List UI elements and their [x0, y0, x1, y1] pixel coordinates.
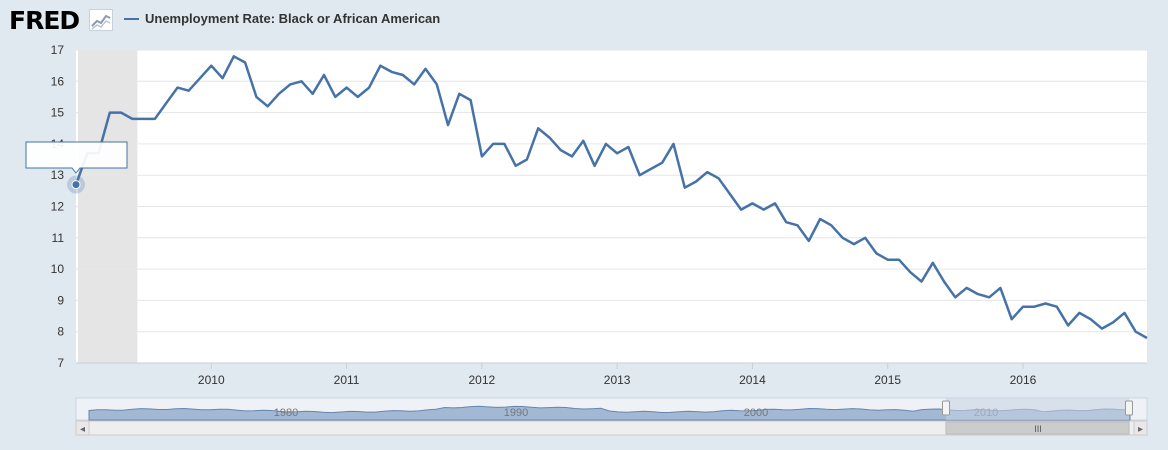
y-tick-label: 10 — [51, 262, 65, 276]
navigator-year-label: 1980 — [274, 407, 298, 419]
navigator-handle[interactable] — [1125, 400, 1133, 416]
navigator-selection — [946, 398, 1129, 420]
chart-header: FRED Unemployment Rate: Black or African… — [0, 0, 1168, 40]
legend-series-swatch — [124, 18, 139, 20]
scroll-left-button[interactable] — [75, 420, 90, 436]
y-tick-label: 9 — [57, 293, 64, 307]
x-tick-label: 2014 — [739, 373, 766, 387]
series-line — [74, 55, 1148, 340]
x-tick-label: 2011 — [334, 373, 360, 387]
data-point-marker — [71, 180, 81, 190]
x-tick-label: 2012 — [469, 373, 496, 387]
fred-logo[interactable]: FRED — [9, 6, 80, 35]
x-tick-label: 2013 — [604, 373, 631, 387]
scrollbar-grip-icon: III — [1034, 424, 1042, 434]
x-tick-label: 2015 — [874, 373, 901, 387]
scroll-right-button[interactable] — [1133, 420, 1148, 436]
scroll-right-arrow-icon: ▸ — [1138, 424, 1143, 435]
navigator-year-label: 1990 — [504, 407, 528, 419]
y-tick-label: 7 — [57, 356, 64, 370]
y-tick-label: 15 — [51, 106, 65, 120]
x-tick-label: 2010 — [198, 373, 225, 387]
series-title[interactable]: Unemployment Rate: Black or African Amer… — [145, 11, 441, 26]
y-tick-label: 13 — [51, 168, 65, 182]
y-tick-label: 17 — [51, 43, 65, 57]
fred-graph-icon — [89, 9, 113, 31]
tooltip-box — [25, 141, 128, 174]
navigator-handle[interactable] — [942, 400, 950, 416]
x-tick-label: 2016 — [1010, 373, 1037, 387]
scroll-left-arrow-icon: ◂ — [80, 424, 85, 435]
y-tick-label: 8 — [57, 325, 64, 339]
navigator-year-label: 2000 — [744, 407, 768, 419]
y-tick-label: 12 — [51, 200, 65, 214]
navigator-scrollbar-thumb[interactable] — [945, 421, 1130, 435]
y-tick-label: 16 — [51, 74, 65, 88]
y-tick-label: 11 — [52, 231, 65, 245]
